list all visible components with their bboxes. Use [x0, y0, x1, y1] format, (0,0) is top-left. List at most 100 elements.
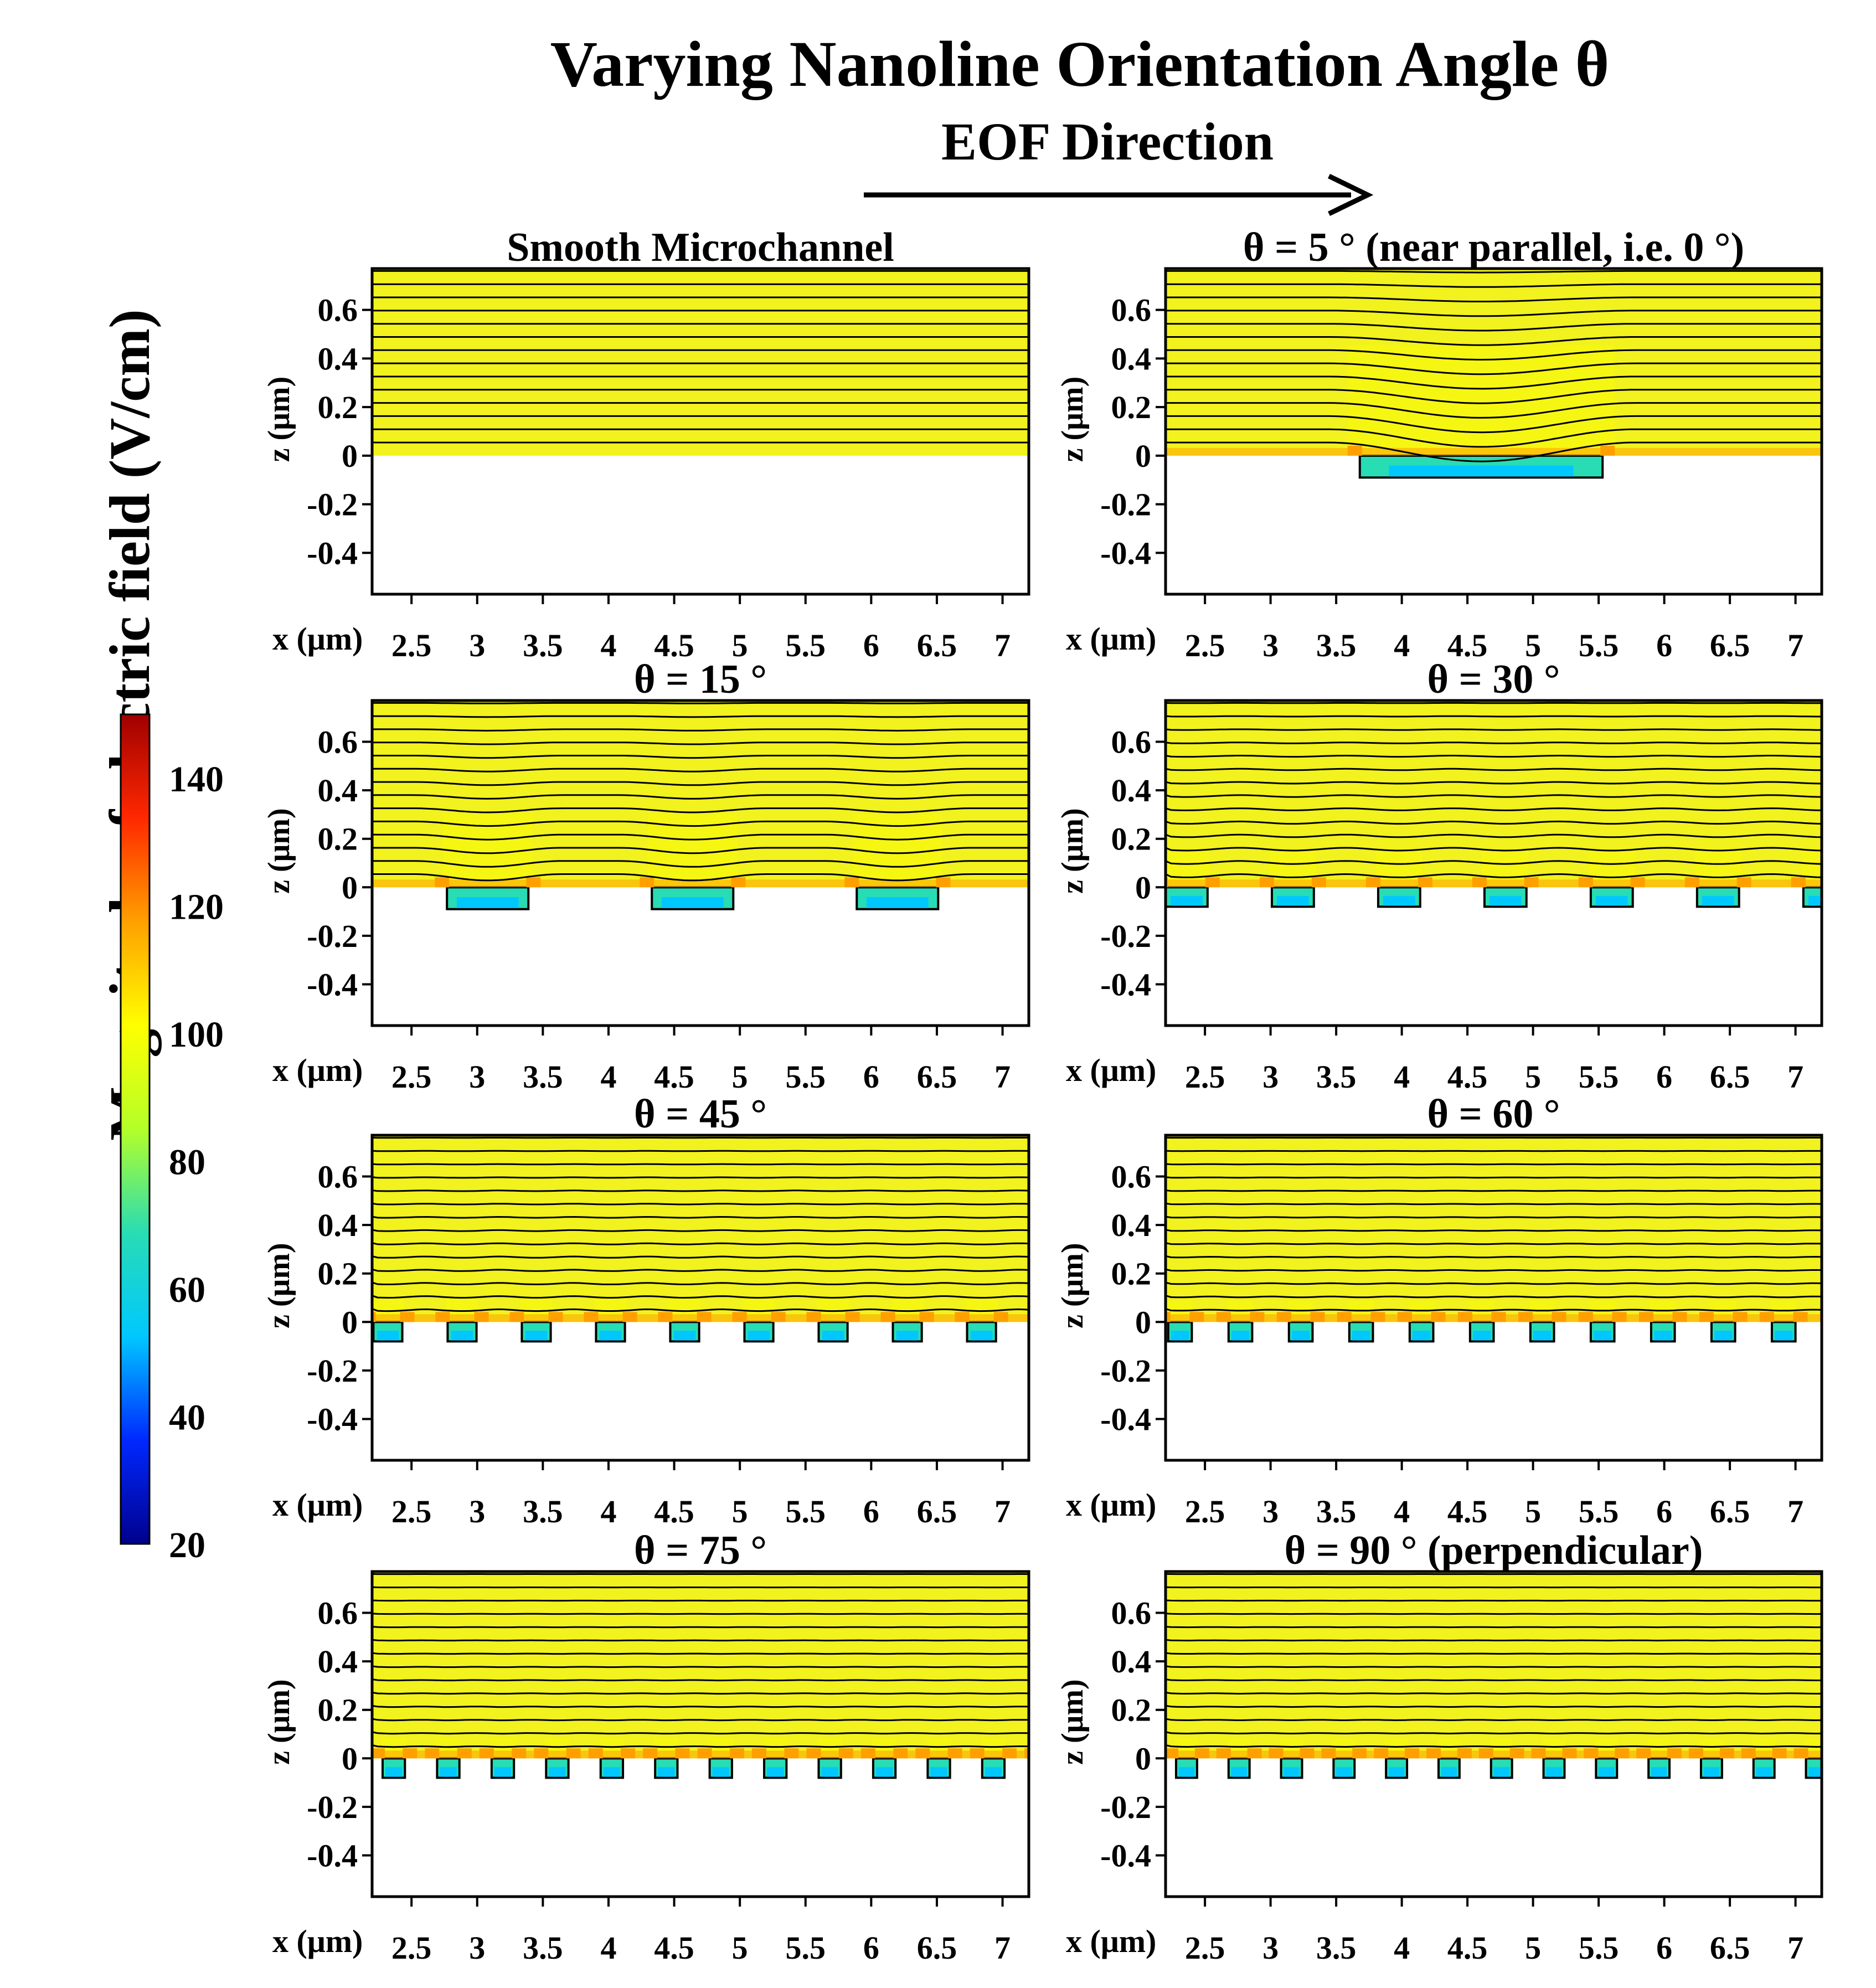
- streamline: [1166, 1242, 1822, 1245]
- streamline: [1166, 820, 1822, 825]
- x-tick-label: 5: [732, 1493, 748, 1529]
- x-tick-label: 6.5: [1710, 627, 1750, 663]
- streamline: [372, 1176, 1029, 1179]
- colorbar-tick-label: 120: [169, 887, 224, 928]
- y-tick-label: -0.2: [1100, 1789, 1151, 1825]
- y-axis-label: z (μm): [1055, 1679, 1090, 1765]
- x-tick-label: 3.5: [523, 627, 563, 663]
- figure-title: Varying Nanoline Orientation Angle θ: [498, 27, 1661, 102]
- groove-low-field: [930, 1767, 947, 1777]
- groove-low-field: [1094, 1767, 1111, 1777]
- field-corner-high: [1854, 1312, 1868, 1322]
- streamline: [1166, 389, 1822, 404]
- streamline: [1166, 283, 1822, 288]
- streamline: [1166, 323, 1822, 332]
- groove-low-field: [1039, 1767, 1056, 1777]
- panel-title: θ = 5 ° (near parallel, i.e. 0 °): [1243, 225, 1744, 270]
- streamline: [1166, 310, 1822, 317]
- streamline: [372, 1691, 1029, 1695]
- y-tick-label: -0.2: [307, 1789, 358, 1825]
- x-tick-label: 4: [600, 627, 616, 663]
- x-tick-label: 3: [1262, 627, 1279, 663]
- streamline: [1166, 1308, 1822, 1312]
- streamline: [1166, 336, 1822, 346]
- y-axis-label: z (μm): [262, 1243, 296, 1328]
- groove-low-field: [673, 1331, 696, 1341]
- groove-low-field: [766, 1767, 784, 1777]
- streamline: [1166, 754, 1822, 758]
- x-tick-label: 6.5: [917, 1059, 957, 1095]
- streamline: [372, 873, 1029, 882]
- colorbar-tick-label: 100: [169, 1014, 224, 1055]
- streamline: [1166, 1202, 1822, 1206]
- y-tick-label: 0: [1135, 1740, 1151, 1776]
- x-tick-label: 2.5: [391, 1493, 432, 1529]
- nanoline-groove: [1832, 1322, 1856, 1341]
- y-tick-label: 0.6: [318, 1595, 358, 1631]
- y-tick-label: -0.2: [307, 1353, 358, 1389]
- x-tick-label: 5: [732, 1059, 748, 1095]
- x-tick-label: 3.5: [1316, 1930, 1357, 1966]
- streamline: [1166, 441, 1822, 462]
- streamline: [1166, 1704, 1822, 1708]
- x-tick-label: 3.5: [1316, 1059, 1357, 1095]
- plot-frame: [370, 1134, 1030, 1462]
- near-wall-field: [1166, 1750, 1822, 1759]
- streamline: [1166, 1599, 1822, 1602]
- x-axis-label: x (μm): [272, 1923, 363, 1959]
- y-tick-label: -0.4: [1100, 1402, 1151, 1438]
- streamline: [372, 1229, 1029, 1232]
- groove-low-field: [661, 897, 724, 908]
- plot-frame: [1164, 1134, 1823, 1462]
- y-tick-label: 0: [342, 869, 358, 905]
- x-tick-label: 3.5: [1316, 627, 1357, 663]
- streamline: [372, 1216, 1029, 1219]
- x-tick-label: 7: [994, 1930, 1011, 1966]
- x-tick-label: 3: [469, 627, 485, 663]
- x-tick-label: 5.5: [1579, 1493, 1619, 1529]
- y-tick-label: -0.4: [307, 1838, 358, 1874]
- x-tick-label: 2.5: [391, 1930, 432, 1966]
- y-tick-label: 0: [1135, 1304, 1151, 1340]
- y-tick-label: 0.6: [318, 292, 358, 328]
- groove-low-field: [1284, 1767, 1300, 1777]
- y-tick-label: 0: [342, 1304, 358, 1340]
- y-tick-label: 0.6: [1111, 292, 1152, 328]
- x-tick-label: 4: [1394, 1493, 1410, 1529]
- streamline: [1166, 402, 1822, 419]
- streamline: [372, 1652, 1029, 1655]
- streamline: [1166, 1216, 1822, 1219]
- y-tick-label: 0.2: [318, 1256, 358, 1292]
- x-tick-label: 3.5: [523, 1493, 563, 1529]
- field-corner-high: [1846, 1748, 1860, 1758]
- x-tick-label: 2.5: [1185, 1493, 1225, 1529]
- field-corner-high: [1825, 1748, 1839, 1758]
- x-axis-label: x (μm): [1066, 621, 1156, 657]
- groove-low-field: [525, 1331, 548, 1341]
- streamline: [1166, 1678, 1822, 1681]
- groove-low-field: [1178, 1767, 1195, 1777]
- y-tick-label: 0.4: [1111, 1644, 1152, 1680]
- groove-low-field: [1336, 1767, 1352, 1777]
- x-tick-label: 7: [1787, 1493, 1803, 1529]
- y-tick-label: 0: [342, 438, 358, 474]
- streamline: [1166, 794, 1822, 798]
- x-axis-label: x (μm): [1066, 1052, 1156, 1088]
- x-tick-label: 7: [994, 1059, 1011, 1095]
- x-tick-label: 2.5: [391, 627, 432, 663]
- y-tick-label: 0.2: [318, 1692, 358, 1728]
- groove-low-field: [1490, 896, 1522, 906]
- x-tick-label: 6.5: [917, 627, 957, 663]
- streamline: [372, 820, 1029, 827]
- streamline: [1166, 1626, 1822, 1629]
- nanoline-groove: [1858, 1758, 1876, 1778]
- groove-low-field: [1291, 1331, 1310, 1341]
- streamline: [1166, 768, 1822, 771]
- groove-low-field: [712, 1767, 730, 1777]
- y-tick-label: 0.4: [1111, 1207, 1152, 1243]
- panel-title: θ = 30 °: [1427, 657, 1560, 702]
- y-tick-label: -0.4: [1100, 967, 1151, 1003]
- x-axis-label: x (μm): [272, 1052, 363, 1088]
- x-tick-label: 5.5: [786, 1493, 826, 1529]
